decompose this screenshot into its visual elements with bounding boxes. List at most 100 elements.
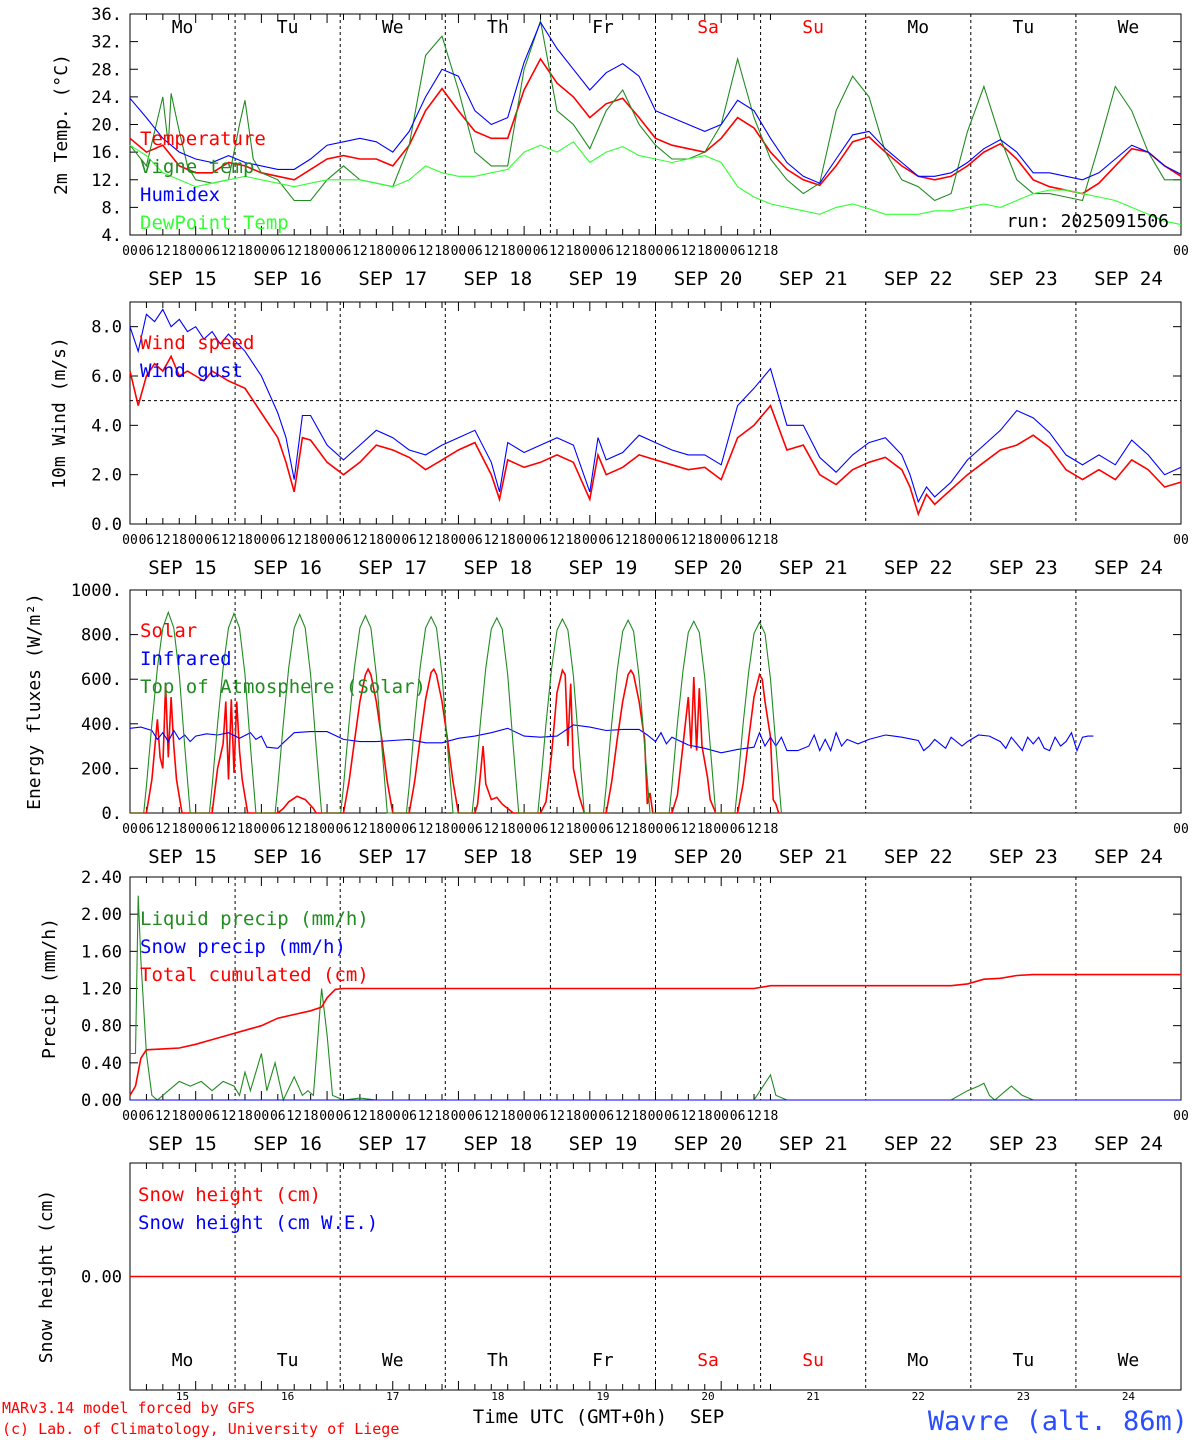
legend-entry: Snow precip (mm/h) (140, 936, 346, 958)
footer: MARv3.14 model forced by GFS (c) Lab. of… (2, 1399, 1188, 1438)
day-number-label: 18 (491, 1390, 504, 1403)
hour-tick-label: 18 (434, 533, 450, 548)
hour-tick-label: 06 (204, 244, 220, 259)
hour-tick-label: 06 (730, 533, 746, 548)
weekday-label: We (382, 17, 404, 38)
hour-tick-label: 00 (254, 822, 270, 837)
hour-tick-label: 06 (598, 533, 614, 548)
date-label: SEP 15 (148, 1133, 217, 1155)
hour-tick-label: 12 (681, 822, 697, 837)
weekday-label: Sa (697, 1350, 719, 1371)
hour-tick-label: 06 (664, 533, 680, 548)
hour-tick-label: 06 (401, 244, 417, 259)
hour-tick-label: 18 (631, 244, 647, 259)
hour-tick-label: 12 (155, 244, 171, 259)
hour-tick-label: 00 (582, 1109, 598, 1124)
hour-tick-label: 12 (483, 533, 499, 548)
hour-tick-label: 06 (664, 822, 680, 837)
hour-tick-label: 18 (434, 822, 450, 837)
hour-tick-label: 18 (500, 533, 516, 548)
date-label: SEP 22 (884, 268, 953, 290)
legend-entry: Vigne temp (140, 156, 254, 178)
hour-tick-label: 00 (188, 822, 204, 837)
series-line-total-cumulated-cm- (129, 973, 1181, 1096)
hour-tick-label: 06 (139, 822, 155, 837)
legend-entry: Liquid precip (mm/h) (140, 908, 369, 930)
date-label: SEP 19 (569, 557, 638, 579)
hour-tick-label: 18 (303, 244, 319, 259)
weekday-label: We (1118, 17, 1140, 38)
y-tick-label: 6.0 (91, 367, 122, 387)
date-label: SEP 23 (989, 1133, 1058, 1155)
y-tick-label: 32. (91, 33, 122, 53)
hour-tick-label: 12 (549, 533, 565, 548)
series-line-temperature (129, 57, 1182, 195)
series-line-wind-gust (129, 308, 1182, 504)
series-line-top-of-atmosphere-solar- (130, 610, 782, 814)
hour-tick-label: 12 (483, 1109, 499, 1124)
y-tick-label: 600. (81, 670, 122, 690)
series-line-infrared (129, 724, 1094, 754)
hour-tick-label: 06 (730, 822, 746, 837)
y-tick-label: 12. (91, 171, 122, 191)
date-label: SEP 19 (569, 846, 638, 868)
x-axis-month: SEP (690, 1406, 724, 1428)
y-tick-label: 8. (102, 198, 122, 218)
y-tick-label: 2.40 (81, 868, 122, 888)
weekday-label: Fr (592, 17, 614, 38)
date-label: SEP 24 (1094, 268, 1163, 290)
hour-tick-label: 12 (615, 533, 631, 548)
y-tick-label: 0. (102, 804, 122, 824)
date-label: SEP 15 (148, 557, 217, 579)
hour-tick-label: 00 (648, 533, 664, 548)
day-number-label: 16 (281, 1390, 294, 1403)
hour-tick-label: 18 (566, 244, 582, 259)
hour-tick-label: 12 (418, 1109, 434, 1124)
y-axis-label: Precip (mm/h) (39, 918, 60, 1059)
hour-tick-label: 12 (352, 822, 368, 837)
hour-tick-label: 12 (681, 244, 697, 259)
hour-tick-label: 12 (483, 822, 499, 837)
hour-tick-label: 18 (237, 822, 253, 837)
date-label: SEP 18 (464, 1133, 533, 1155)
y-axis-label: 10m Wind (m/s) (49, 337, 70, 489)
legend-entry: Top of Atmosphere (Solar) (140, 676, 426, 698)
day-number-label: 17 (386, 1390, 399, 1403)
date-label: SEP 21 (779, 1133, 848, 1155)
date-label: SEP 19 (569, 1133, 638, 1155)
hour-tick-label: 00 (122, 244, 138, 259)
legend-entry: Humidex (140, 184, 220, 206)
y-tick-label: 1000. (71, 581, 122, 601)
y-axis-label: 2m Temp. (°C) (51, 54, 72, 195)
date-label: SEP 15 (148, 846, 217, 868)
hour-tick-label: 00 (516, 1109, 532, 1124)
hour-tick-label: 06 (270, 1109, 286, 1124)
y-tick-label: 8.0 (91, 318, 122, 338)
hour-tick-label: 06 (730, 244, 746, 259)
date-label: SEP 21 (779, 268, 848, 290)
hour-tick-label: 18 (369, 1109, 385, 1124)
hour-tick-label: 12 (746, 822, 762, 837)
hour-tick-label: 12 (615, 822, 631, 837)
hour-tick-label: 00 (648, 244, 664, 259)
chart-panels: 00 06 12 18 00 06 12 18 00 06 12 18 00 06 12 18 00 06 12 18… (24, 5, 1189, 1403)
weekday-label: Sa (697, 17, 719, 38)
hour-tick-label: 06 (139, 533, 155, 548)
hour-tick-label: 12 (221, 822, 237, 837)
hour-tick-label: 18 (303, 822, 319, 837)
hour-tick-label: 18 (500, 244, 516, 259)
hour-tick-label: 00 (713, 822, 729, 837)
hour-tick-label: 06 (139, 244, 155, 259)
legend-entry: Total cumulated (cm) (140, 964, 369, 986)
hour-tick-label: 06 (598, 244, 614, 259)
hour-tick-label: 18 (369, 244, 385, 259)
weekday-label: Su (802, 17, 824, 38)
hour-tick-label: 12 (681, 533, 697, 548)
hour-tick-label: 18 (763, 244, 779, 259)
series-line-liquid-precip-mm-h- (130, 895, 1181, 1102)
series-line-humidex (129, 21, 1182, 184)
hour-tick-label: 00 (385, 533, 401, 548)
hour-tick-label: 06 (270, 822, 286, 837)
hour-tick-label: 00 (582, 533, 598, 548)
